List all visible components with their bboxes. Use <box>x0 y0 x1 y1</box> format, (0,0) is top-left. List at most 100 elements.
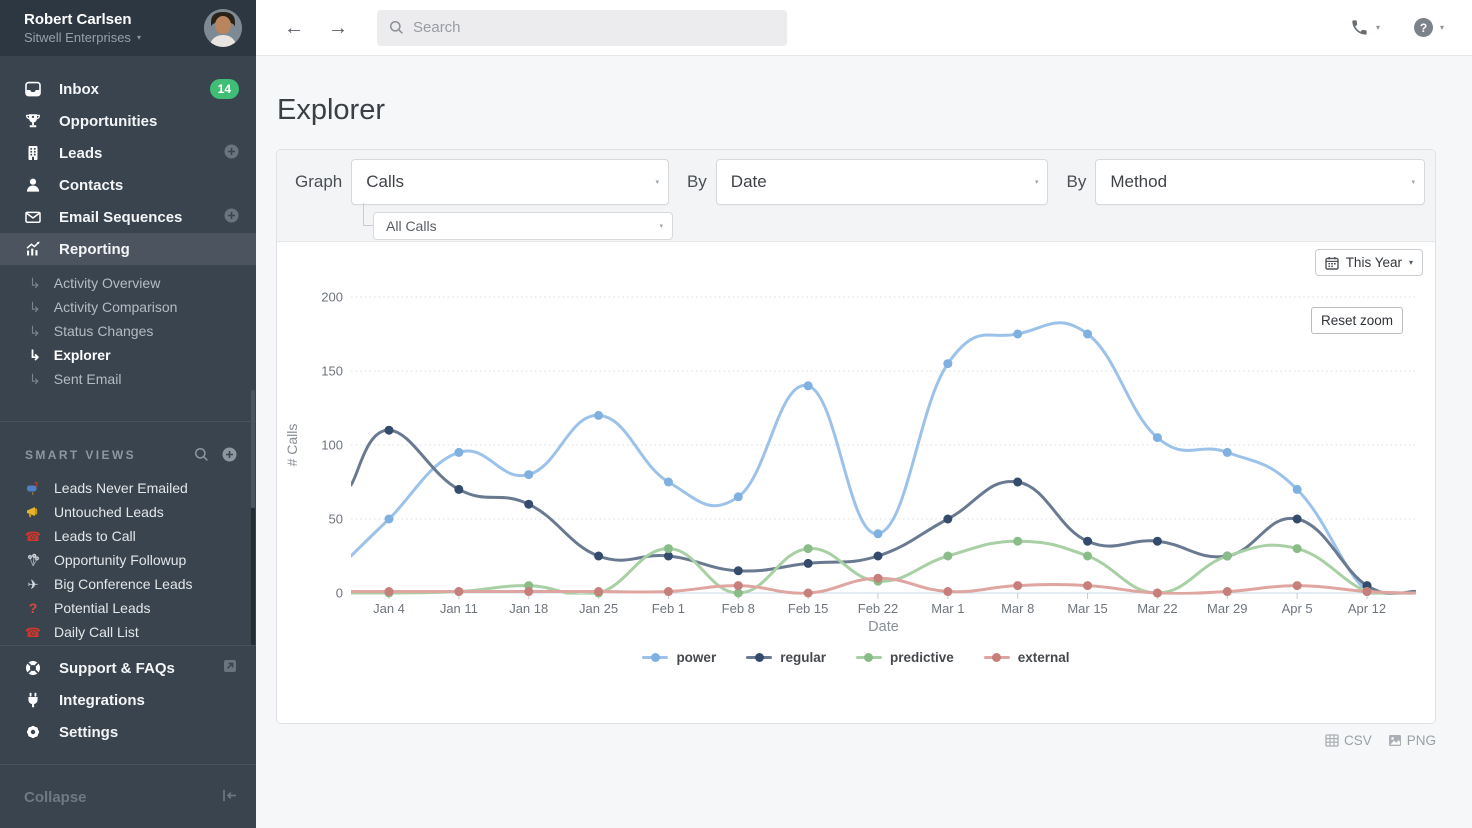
back-button[interactable]: ← <box>284 18 304 38</box>
smart-view-label: Leads Never Emailed <box>54 480 188 496</box>
csv-label: CSV <box>1344 733 1372 748</box>
sidebar-item-label: Opportunities <box>59 113 157 130</box>
sidebar-item-label: Inbox <box>59 81 99 98</box>
svg-text:Jan 4: Jan 4 <box>373 601 405 616</box>
svg-text:Feb 22: Feb 22 <box>858 601 898 616</box>
date-range-value: This Year <box>1346 255 1402 270</box>
company-name: Sitwell Enterprises <box>24 30 131 45</box>
svg-text:Jan 25: Jan 25 <box>579 601 618 616</box>
export-png-link[interactable]: PNG <box>1388 733 1436 748</box>
legend-marker <box>984 653 1010 662</box>
search-input[interactable] <box>413 19 775 36</box>
sidebar-item-leads[interactable]: Leads <box>0 137 256 169</box>
sidebar-divider <box>0 421 256 422</box>
legend-item-predictive[interactable]: predictive <box>856 650 954 665</box>
avatar-photo <box>204 9 242 47</box>
subnav-item-status-changes[interactable]: ↳ Status Changes <box>0 319 256 343</box>
sidebar-item-reporting[interactable]: Reporting <box>0 233 256 265</box>
legend-item-external[interactable]: external <box>984 650 1070 665</box>
svg-text:Mar 8: Mar 8 <box>1001 601 1034 616</box>
sidebar-item-opportunities[interactable]: Opportunities <box>0 105 256 137</box>
sidebar-item-label: Leads <box>59 145 102 162</box>
svg-text:0: 0 <box>336 586 343 601</box>
add-smart-view-icon[interactable] <box>222 447 237 462</box>
subnav-item-activity-comparison[interactable]: ↳ Activity Comparison <box>0 295 256 319</box>
sidebar-item-contacts[interactable]: Contacts <box>0 169 256 201</box>
smart-view-potential-leads[interactable]: ? Potential Leads <box>0 596 256 620</box>
legend-label: regular <box>780 650 826 665</box>
primary-nav: Inbox 14 Opportunities Leads <box>0 73 256 265</box>
chevron-down-icon: ▾ <box>1440 24 1444 32</box>
forward-button[interactable]: → <box>328 18 348 38</box>
subnav-label: Sent Email <box>54 371 122 387</box>
account-switcher[interactable]: Robert Carlsen Sitwell Enterprises ▾ <box>24 11 204 45</box>
legend-item-power[interactable]: power <box>642 650 716 665</box>
graph-type-value: Calls <box>366 172 404 192</box>
graph-type-select[interactable]: Calls ▾ <box>351 159 669 205</box>
svg-text:150: 150 <box>321 364 343 379</box>
inbox-count-badge: 14 <box>210 79 239 99</box>
search-box[interactable] <box>377 10 787 46</box>
legend-item-regular[interactable]: regular <box>746 650 826 665</box>
page-content: Explorer Graph Calls ▾ By Date ▾ <box>256 56 1472 828</box>
svg-text:100: 100 <box>321 438 343 453</box>
group-by-select[interactable]: Date ▾ <box>716 159 1049 205</box>
subnav-item-sent-email[interactable]: ↳ Sent Email <box>0 367 256 391</box>
smart-view-leads-to-call[interactable]: ☎ Leads to Call <box>0 524 256 548</box>
smart-view-opportunity-followup[interactable]: Opportunity Followup <box>0 548 256 572</box>
add-sequence-icon[interactable] <box>224 208 239 227</box>
by-label: By <box>1066 172 1086 192</box>
bouquet-icon <box>25 553 41 567</box>
reset-zoom-button[interactable]: Reset zoom <box>1311 307 1403 334</box>
subnav-item-explorer[interactable]: ↳ Explorer <box>0 343 256 367</box>
smart-view-leads-never-emailed[interactable]: Leads Never Emailed <box>0 476 256 500</box>
collapse-sidebar-button[interactable]: Collapse <box>0 764 256 828</box>
smart-view-big-conference-leads[interactable]: ✈ Big Conference Leads <box>0 572 256 596</box>
sidebar-item-support[interactable]: Support & FAQs <box>0 652 256 684</box>
date-range-button[interactable]: This Year ▾ <box>1315 249 1423 276</box>
select-caret-icon: ▾ <box>1035 178 1039 186</box>
call-filter-select[interactable]: All Calls ▾ <box>373 212 673 240</box>
smart-view-untouched-leads[interactable]: Untouched Leads <box>0 500 256 524</box>
avatar[interactable] <box>204 9 242 47</box>
help-icon: ? <box>1414 18 1433 37</box>
chevron-down-icon: ▾ <box>137 34 141 42</box>
sub-arrow-icon: ↳ <box>29 299 41 316</box>
sub-arrow-icon: ↳ <box>29 275 41 292</box>
megaphone-icon <box>25 505 41 519</box>
sidebar-item-integrations[interactable]: Integrations <box>0 684 256 716</box>
add-lead-icon[interactable] <box>224 144 239 163</box>
phone-menu[interactable]: ▾ <box>1346 14 1384 41</box>
building-icon <box>24 144 42 162</box>
footer-item-label: Integrations <box>59 692 145 709</box>
smart-view-daily-call-list[interactable]: ☎ Daily Call List <box>0 620 256 644</box>
svg-text:Feb 8: Feb 8 <box>722 601 755 616</box>
help-menu[interactable]: ? ▾ <box>1410 14 1448 41</box>
export-csv-link[interactable]: CSV <box>1325 733 1372 748</box>
segment-by-select[interactable]: Method ▾ <box>1095 159 1425 205</box>
footer-item-label: Settings <box>59 724 118 741</box>
explorer-chart[interactable]: 050100150200Jan 4Jan 11Jan 18Jan 25Feb 1… <box>277 242 1435 642</box>
reporting-subnav: ↳ Activity Overview ↳ Activity Compariso… <box>0 265 256 391</box>
smart-view-label: Potential Leads <box>54 600 151 616</box>
subnav-item-activity-overview[interactable]: ↳ Activity Overview <box>0 271 256 295</box>
sidebar-item-settings[interactable]: Settings <box>0 716 256 748</box>
sidebar-item-email-sequences[interactable]: Email Sequences <box>0 201 256 233</box>
svg-text:Mar 15: Mar 15 <box>1067 601 1107 616</box>
plug-icon <box>24 691 42 709</box>
lifering-icon <box>24 659 42 677</box>
gear-icon <box>24 723 42 741</box>
subnav-label: Activity Comparison <box>54 299 178 315</box>
svg-text:Jan 11: Jan 11 <box>440 601 478 616</box>
sidebar-scroll-area: Inbox 14 Opportunities Leads <box>0 56 256 645</box>
sidebar-scrollbar-thumb[interactable] <box>251 390 255 508</box>
user-name: Robert Carlsen <box>24 11 204 28</box>
app: Robert Carlsen Sitwell Enterprises ▾ <box>0 0 1472 828</box>
search-icon[interactable] <box>194 447 209 462</box>
phone-icon <box>1350 18 1369 37</box>
sidebar-item-inbox[interactable]: Inbox 14 <box>0 73 256 105</box>
svg-text:Date: Date <box>868 619 899 635</box>
select-caret-icon: ▾ <box>655 178 659 186</box>
smart-views-header: SMART VIEWS <box>0 447 256 462</box>
chart-icon <box>24 240 42 258</box>
